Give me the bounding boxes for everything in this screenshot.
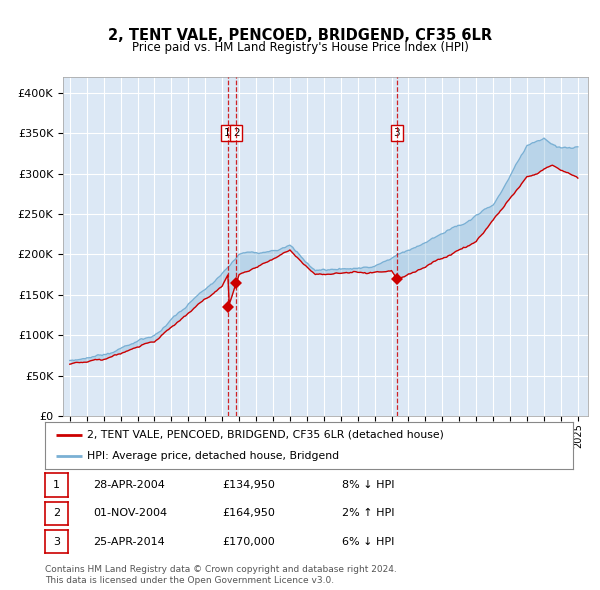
Text: £170,000: £170,000 bbox=[222, 537, 275, 546]
Text: 28-APR-2004: 28-APR-2004 bbox=[93, 480, 165, 490]
Text: 3: 3 bbox=[53, 537, 60, 546]
Text: 2% ↑ HPI: 2% ↑ HPI bbox=[342, 509, 395, 518]
Text: £134,950: £134,950 bbox=[222, 480, 275, 490]
Text: 8% ↓ HPI: 8% ↓ HPI bbox=[342, 480, 395, 490]
Text: 6% ↓ HPI: 6% ↓ HPI bbox=[342, 537, 394, 546]
Text: 3: 3 bbox=[394, 128, 400, 138]
Text: HPI: Average price, detached house, Bridgend: HPI: Average price, detached house, Brid… bbox=[87, 451, 340, 461]
Text: Price paid vs. HM Land Registry's House Price Index (HPI): Price paid vs. HM Land Registry's House … bbox=[131, 41, 469, 54]
Text: 2, TENT VALE, PENCOED, BRIDGEND, CF35 6LR (detached house): 2, TENT VALE, PENCOED, BRIDGEND, CF35 6L… bbox=[87, 430, 444, 440]
Text: 2: 2 bbox=[233, 128, 239, 138]
Text: This data is licensed under the Open Government Licence v3.0.: This data is licensed under the Open Gov… bbox=[45, 576, 334, 585]
Text: 01-NOV-2004: 01-NOV-2004 bbox=[93, 509, 167, 518]
Text: Contains HM Land Registry data © Crown copyright and database right 2024.: Contains HM Land Registry data © Crown c… bbox=[45, 565, 397, 574]
Text: 25-APR-2014: 25-APR-2014 bbox=[93, 537, 165, 546]
Text: 2: 2 bbox=[53, 509, 60, 518]
Text: 1: 1 bbox=[224, 128, 231, 138]
Text: £164,950: £164,950 bbox=[222, 509, 275, 518]
Text: 1: 1 bbox=[53, 480, 60, 490]
Text: 2, TENT VALE, PENCOED, BRIDGEND, CF35 6LR: 2, TENT VALE, PENCOED, BRIDGEND, CF35 6L… bbox=[108, 28, 492, 43]
